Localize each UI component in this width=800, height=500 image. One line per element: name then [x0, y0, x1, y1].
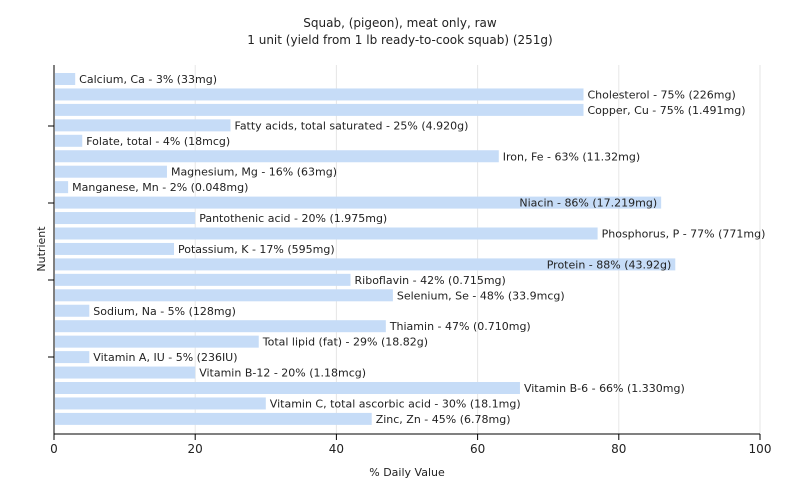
bar	[55, 181, 69, 194]
bar	[55, 73, 76, 85]
bar	[55, 196, 662, 209]
bar-label: Sodium, Na - 5% (128mg)	[93, 305, 236, 318]
x-tick-label: 100	[749, 442, 772, 456]
bar	[55, 289, 393, 302]
bar-label: Iron, Fe - 63% (11.32mg)	[503, 150, 640, 163]
bar-label: Calcium, Ca - 3% (33mg)	[79, 73, 217, 86]
bar-label: Thiamin - 47% (0.710mg)	[389, 320, 531, 333]
bar	[55, 382, 520, 394]
bar-label: Pantothenic acid - 20% (1.975mg)	[199, 212, 387, 225]
bar-label: Phosphorus, P - 77% (771mg)	[602, 228, 766, 241]
chart-subtitle: 1 unit (yield from 1 lb ready-to-cook sq…	[247, 33, 552, 47]
bar	[55, 134, 83, 147]
bar-label: Folate, total - 4% (18mcg)	[86, 135, 230, 148]
bar	[55, 335, 259, 348]
bar	[55, 258, 676, 271]
bar	[55, 227, 598, 240]
y-axis-title: Nutrient	[35, 226, 48, 272]
bar-label: Magnesium, Mg - 16% (63mg)	[171, 166, 337, 179]
x-tick-label: 60	[470, 442, 485, 456]
bar	[55, 103, 584, 116]
bar-label: Selenium, Se - 48% (33.9mcg)	[397, 289, 565, 302]
x-tick-label: 0	[50, 442, 58, 456]
bar-label: Fatty acids, total saturated - 25% (4.92…	[235, 119, 469, 132]
bar-label: Niacin - 86% (17.219mg)	[519, 197, 657, 210]
bar	[55, 366, 196, 379]
bar	[55, 119, 231, 132]
bar-label: Riboflavin - 42% (0.715mg)	[355, 274, 506, 287]
bar-label: Vitamin C, total ascorbic acid - 30% (18…	[270, 397, 521, 410]
bar	[55, 242, 175, 255]
bar	[55, 88, 584, 101]
x-axis-title: % Daily Value	[369, 466, 445, 479]
bar-label: Potassium, K - 17% (595mg)	[178, 243, 335, 256]
bar	[55, 351, 90, 364]
x-tick-label: 40	[329, 442, 344, 456]
bars: Calcium, Ca - 3% (33mg) Cholesterol - 75%…	[55, 73, 765, 426]
bar	[55, 412, 372, 425]
bar-label: Zinc, Zn - 45% (6.78mg)	[376, 413, 511, 426]
chart-title: Squab, (pigeon), meat only, raw	[303, 16, 497, 30]
bar	[55, 320, 386, 333]
bar-label: Copper, Cu - 75% (1.491mg)	[588, 104, 746, 117]
bar-label: Protein - 88% (43.92g)	[547, 258, 672, 271]
bar	[55, 397, 266, 410]
x-axis-ticks: 0 20 40 60 80 100	[50, 434, 771, 456]
bar	[55, 304, 90, 317]
bar	[55, 150, 499, 163]
bar	[55, 273, 351, 286]
bar-label: Vitamin A, IU - 5% (236IU)	[93, 351, 237, 364]
bar-label: Cholesterol - 75% (226mg)	[588, 88, 736, 101]
bar	[55, 212, 196, 225]
bar-label: Vitamin B-6 - 66% (1.330mg)	[524, 382, 685, 395]
bar-label: Manganese, Mn - 2% (0.048mg)	[72, 181, 248, 194]
bar	[55, 165, 167, 178]
x-tick-label: 20	[188, 442, 203, 456]
x-tick-label: 80	[611, 442, 626, 456]
bar-label: Total lipid (fat) - 29% (18.82g)	[262, 336, 428, 349]
bar-label: Vitamin B-12 - 20% (1.18mcg)	[199, 367, 366, 380]
